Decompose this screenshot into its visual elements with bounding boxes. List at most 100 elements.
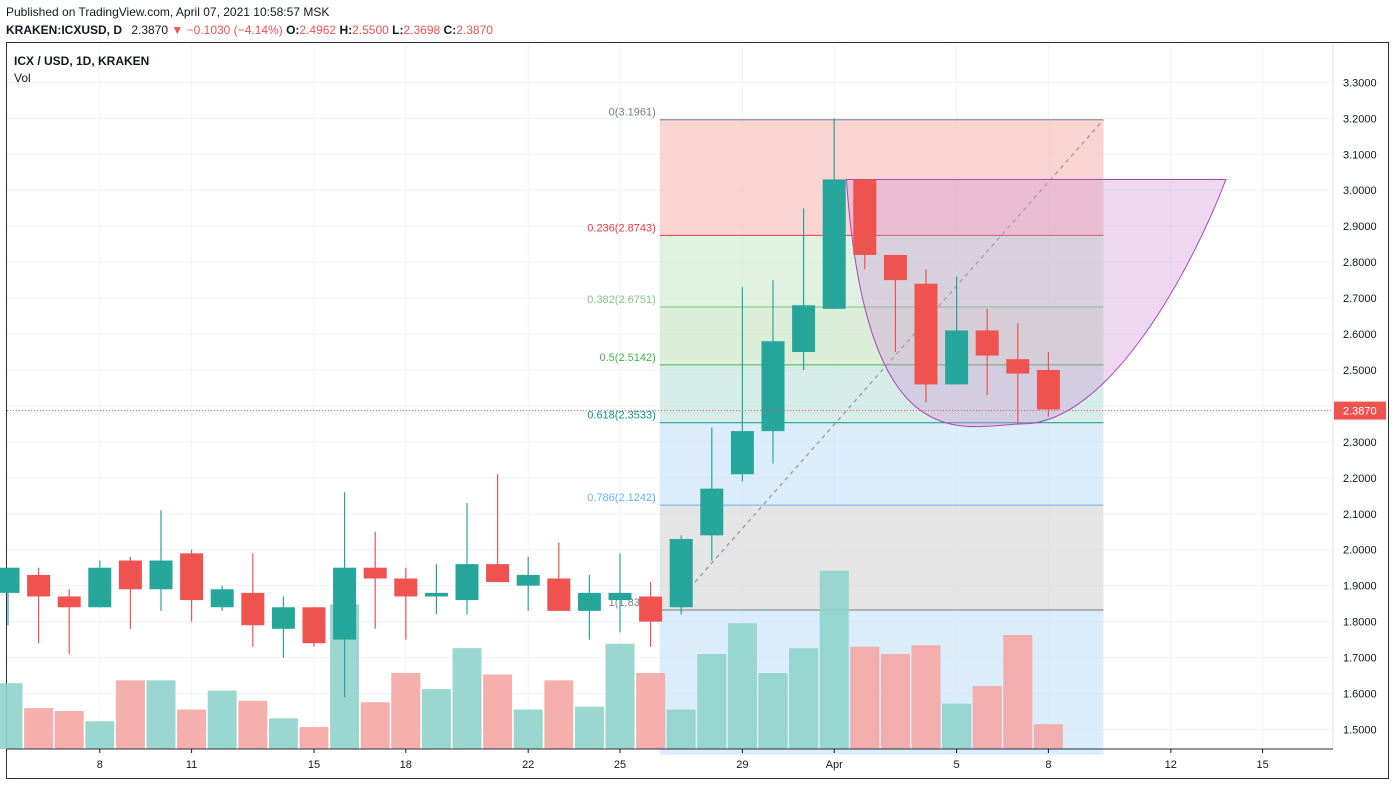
time-tick-label: 8 bbox=[1045, 759, 1051, 771]
price-tick-label: 2.3000 bbox=[1343, 437, 1377, 449]
candles bbox=[0, 118, 1060, 698]
low-label: L: bbox=[392, 23, 404, 37]
volume-bar bbox=[789, 648, 819, 749]
low-value: 2.3698 bbox=[403, 23, 441, 37]
ohlc-row: KRAKEN:ICXUSD, D 2.3870 ▼ −0.1030 (−4.14… bbox=[6, 23, 493, 37]
candle-body bbox=[1036, 369, 1060, 410]
volume-bar bbox=[421, 689, 451, 749]
time-tick-label: 18 bbox=[400, 759, 412, 771]
header-bar: Published on TradingView.com, April 07, … bbox=[0, 0, 1396, 42]
down-arrow-icon: ▼ bbox=[171, 23, 184, 37]
candle-body bbox=[975, 330, 999, 356]
candle-body bbox=[271, 607, 295, 629]
volume-bar bbox=[666, 709, 696, 749]
candle-body bbox=[394, 578, 418, 597]
time-tick-label: 8 bbox=[97, 759, 103, 771]
fib-level-label: 0.786(2.1242) bbox=[587, 492, 656, 504]
volume-bar bbox=[207, 690, 237, 749]
candle-body bbox=[363, 567, 387, 579]
arc-shape bbox=[845, 178, 1227, 428]
time-tick-label: 5 bbox=[954, 759, 960, 771]
candle-body bbox=[700, 488, 724, 536]
time-tick-label: Apr bbox=[826, 759, 843, 771]
volume-bar bbox=[697, 654, 727, 749]
candle-body bbox=[118, 560, 142, 590]
last-price-tag bbox=[1334, 401, 1386, 420]
candle-body bbox=[853, 179, 877, 255]
candle-body bbox=[914, 283, 938, 385]
price-tick-label: 2.2000 bbox=[1343, 473, 1377, 485]
candle-body bbox=[883, 254, 907, 281]
price-tick-label: 2.6000 bbox=[1343, 329, 1377, 341]
volume-bar bbox=[0, 683, 23, 749]
volume-bar bbox=[605, 643, 635, 749]
candle-body bbox=[302, 607, 326, 644]
volume-legend: Vol bbox=[14, 71, 31, 85]
volume-bar bbox=[238, 700, 268, 749]
time-axis[interactable]: 8 11 15 18 22 25 29 Apr 5 8 12 15 bbox=[7, 748, 1333, 771]
close-label: C: bbox=[443, 23, 457, 37]
high-value: 2.5500 bbox=[352, 23, 389, 37]
open-value: 2.4962 bbox=[299, 23, 337, 37]
fib-zone bbox=[659, 422, 1104, 506]
candle-body bbox=[424, 592, 448, 597]
price-tick-label: 3.0000 bbox=[1343, 185, 1377, 197]
volume-bar bbox=[483, 674, 513, 749]
volume-bar bbox=[85, 721, 115, 749]
price-tick-label: 2.9000 bbox=[1343, 221, 1377, 233]
fib-level-label: 0(3.1961) bbox=[609, 107, 656, 119]
price-tick-label: 2.5000 bbox=[1343, 365, 1377, 377]
price-tick-label: 1.7000 bbox=[1343, 653, 1377, 665]
last-price: 2.3870 bbox=[131, 23, 169, 37]
time-tick-label: 15 bbox=[308, 759, 320, 771]
candle-body bbox=[57, 596, 81, 608]
price-tick-label: 2.1000 bbox=[1343, 509, 1377, 521]
volume-bar bbox=[513, 709, 543, 749]
chart-frame[interactable] bbox=[6, 42, 1389, 779]
candle-body bbox=[486, 564, 510, 583]
volume-bars bbox=[0, 570, 1063, 749]
price-tick-label: 1.9000 bbox=[1343, 581, 1377, 593]
volume-bar bbox=[819, 570, 849, 749]
price-tick-label: 1.6000 bbox=[1343, 689, 1377, 701]
arc-drawing[interactable] bbox=[845, 178, 1227, 428]
last-price-tag-label: 2.3870 bbox=[1343, 406, 1377, 418]
candle-body bbox=[608, 592, 632, 601]
volume-bar bbox=[942, 703, 972, 749]
volume-bar bbox=[115, 680, 145, 749]
volume-bar bbox=[972, 686, 1002, 749]
published-notice: Published on TradingView.com, April 07, … bbox=[6, 5, 330, 19]
fib-level-label: 0.382(2.6751) bbox=[587, 294, 656, 306]
volume-bar bbox=[24, 708, 54, 749]
price-axis[interactable]: 1.5000 1.6000 1.7000 1.8000 1.9000 2.0000 2.10… bbox=[1332, 43, 1386, 749]
candle-body bbox=[180, 553, 204, 601]
volume-bar bbox=[177, 709, 207, 749]
volume-bar bbox=[54, 711, 84, 749]
volume-bar bbox=[299, 727, 329, 749]
volume-bar bbox=[1033, 724, 1063, 749]
volume-bar bbox=[452, 648, 482, 749]
fib-zone bbox=[659, 235, 1104, 308]
fib-zone bbox=[659, 307, 1104, 365]
fib-level-label: 0.236(2.8743) bbox=[587, 222, 656, 234]
candle-body bbox=[1006, 359, 1030, 374]
price-tick-label: 3.2000 bbox=[1343, 113, 1377, 125]
price-tick-label: 3.1000 bbox=[1343, 149, 1377, 161]
time-tick-label: 12 bbox=[1165, 759, 1177, 771]
volume-bar bbox=[268, 718, 298, 749]
fib-level-label: 0.5(2.5142) bbox=[600, 352, 656, 364]
candle-body bbox=[577, 592, 601, 611]
candle-body bbox=[88, 567, 112, 608]
volume-bar bbox=[1003, 635, 1033, 749]
candle-body bbox=[516, 574, 540, 586]
price-tick-label: 1.8000 bbox=[1343, 617, 1377, 629]
candle-body bbox=[761, 341, 785, 432]
candle-body bbox=[822, 179, 846, 309]
chart-legend-title: ICX / USD, 1D, KRAKEN bbox=[14, 54, 150, 68]
time-tick-label: 25 bbox=[614, 759, 626, 771]
price-tick-label: 2.0000 bbox=[1343, 545, 1377, 557]
volume-bar bbox=[850, 646, 880, 749]
volume-bar bbox=[544, 680, 574, 749]
time-tick-label: 29 bbox=[736, 759, 748, 771]
